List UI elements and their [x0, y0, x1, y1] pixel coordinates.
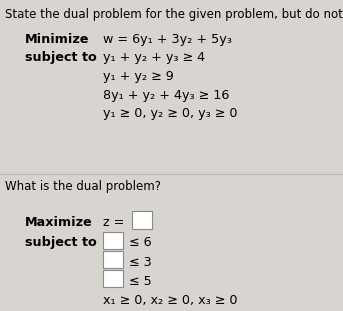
Text: subject to: subject to [25, 51, 96, 64]
Text: Minimize: Minimize [25, 33, 89, 46]
Text: z =: z = [103, 216, 124, 229]
Text: ≤ 3: ≤ 3 [129, 256, 151, 269]
Text: w = 6y₁ + 3y₂ + 5y₃: w = 6y₁ + 3y₂ + 5y₃ [103, 33, 232, 46]
Text: y₁ + y₂ ≥ 9: y₁ + y₂ ≥ 9 [103, 70, 174, 83]
Text: State the dual problem for the given problem, but do not solve it.: State the dual problem for the given pro… [5, 8, 343, 21]
Text: Maximize: Maximize [25, 216, 93, 229]
Text: y₁ + y₂ + y₃ ≥ 4: y₁ + y₂ + y₃ ≥ 4 [103, 51, 205, 64]
Text: What is the dual problem?: What is the dual problem? [5, 180, 161, 193]
Text: ≤ 5: ≤ 5 [129, 275, 151, 288]
FancyBboxPatch shape [103, 232, 123, 249]
Text: y₁ ≥ 0, y₂ ≥ 0, y₃ ≥ 0: y₁ ≥ 0, y₂ ≥ 0, y₃ ≥ 0 [103, 107, 237, 120]
Text: subject to: subject to [25, 236, 96, 249]
FancyBboxPatch shape [103, 251, 123, 268]
FancyBboxPatch shape [103, 270, 123, 287]
Text: ≤ 6: ≤ 6 [129, 236, 151, 249]
Text: 8y₁ + y₂ + 4y₃ ≥ 16: 8y₁ + y₂ + 4y₃ ≥ 16 [103, 89, 229, 102]
FancyBboxPatch shape [132, 211, 152, 229]
Text: x₁ ≥ 0, x₂ ≥ 0, x₃ ≥ 0: x₁ ≥ 0, x₂ ≥ 0, x₃ ≥ 0 [103, 294, 237, 307]
